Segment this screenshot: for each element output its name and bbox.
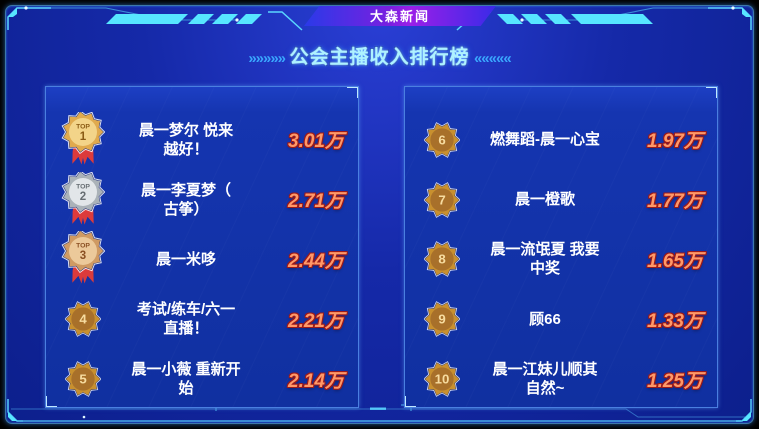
svg-text:3: 3	[80, 250, 86, 262]
svg-text:8: 8	[438, 252, 445, 267]
svg-text:TOP: TOP	[76, 123, 90, 130]
svg-text:6: 6	[438, 132, 445, 147]
svg-text:TOP: TOP	[76, 183, 90, 190]
svg-text:2: 2	[80, 191, 86, 203]
svg-text:7: 7	[438, 192, 445, 207]
svg-text:4: 4	[79, 312, 87, 327]
svg-text:5: 5	[79, 371, 86, 386]
svg-text:TOP: TOP	[76, 243, 90, 250]
svg-text:1: 1	[80, 131, 87, 143]
svg-text:10: 10	[435, 371, 450, 386]
svg-text:9: 9	[438, 312, 445, 327]
